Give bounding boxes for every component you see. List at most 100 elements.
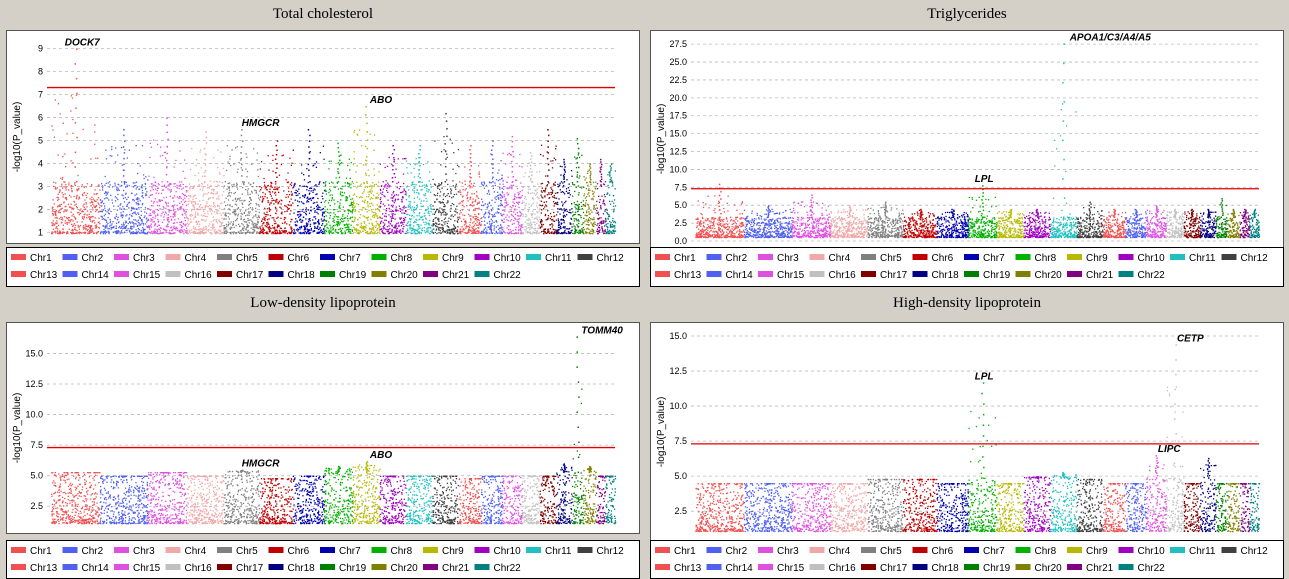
legend-label: Chr1	[30, 546, 52, 557]
ldl-panel: Low-density lipoprotein 2.5 5.0 7.5 10.0 12.…	[5, 292, 641, 579]
legend-swatch	[268, 564, 284, 570]
chr-points-chr7	[936, 208, 970, 239]
y-tick-label: 8	[38, 66, 43, 76]
legend-label: Chr7	[339, 253, 361, 264]
legend-swatch	[706, 254, 722, 260]
legend-swatch	[114, 547, 129, 553]
y-axis-label: -log10(P_value)	[12, 102, 23, 173]
chr-points-chr2	[743, 205, 793, 239]
legend-label: Chr15	[777, 270, 805, 281]
y-tick-label: 15.0	[669, 129, 687, 139]
chr-points-chr2	[99, 129, 149, 235]
legend-label: Chr14	[726, 563, 754, 574]
chr-points-chr7	[292, 129, 326, 235]
legend-swatch	[809, 547, 825, 553]
chr-points-chr12	[432, 112, 460, 235]
chr-points-chr13	[458, 478, 482, 525]
y-tick-label: 15.0	[669, 331, 687, 341]
y-tick-label: 15.0	[25, 348, 43, 358]
chr-points-chr18	[556, 463, 573, 525]
legend-label: Chr15	[777, 563, 805, 574]
legend-swatch	[1015, 254, 1031, 260]
legend-swatch	[1067, 564, 1082, 570]
legend-swatch	[474, 254, 490, 260]
chr-points-chr1	[51, 48, 101, 235]
legend-label: Chr18	[288, 563, 316, 574]
legend-label: Chr19	[983, 270, 1011, 281]
chr-points-chr5	[867, 478, 905, 533]
legend-swatch	[320, 254, 335, 260]
legend-swatch	[474, 547, 490, 553]
legend-label: Chr21	[442, 270, 470, 281]
legend-swatch	[758, 271, 773, 277]
plot-area: 1 2 3 4 5 6 7 8 9 -log10(P_value) DOCK7 HMGCR ABO	[6, 30, 640, 244]
y-tick-label: 9	[38, 43, 43, 53]
legend-label: Chr2	[726, 546, 748, 557]
y-tick-label: 4	[38, 158, 43, 168]
gene-annotation: ABO	[369, 450, 392, 461]
chr-points-chr22	[1249, 483, 1261, 533]
legend-label: Chr13	[30, 563, 58, 574]
chr-points-chr19	[1215, 483, 1229, 533]
legend-label: Chr20	[391, 563, 419, 574]
chr-points-chr21	[1239, 483, 1251, 533]
legend-label: Chr12	[597, 546, 625, 557]
y-tick-label: 3	[38, 181, 43, 191]
chr-points-chr11	[405, 475, 434, 525]
chr-points-chr2	[743, 483, 793, 533]
legend-swatch	[320, 547, 335, 553]
legend-label: Chr21	[1086, 270, 1114, 281]
chr-points-chr10	[1023, 208, 1052, 239]
legend-label: Chr11	[1189, 253, 1216, 264]
y-tick-label: 10.0	[669, 164, 687, 174]
legend-swatch	[861, 254, 876, 260]
chr-points-chr6	[903, 208, 938, 239]
legend-swatch	[1067, 271, 1082, 277]
legend-label: Chr11	[545, 253, 572, 264]
chr-points-chr12	[1076, 201, 1104, 239]
legend-label: Chr16	[829, 563, 857, 574]
legend-label: Chr11	[1189, 546, 1216, 557]
legend-label: Chr13	[674, 270, 702, 281]
plot-area: 0.0 2.5 5.0 7.5 10.0 12.5 15.0 17.5 20.0 22.5 25.0…	[650, 30, 1284, 248]
chr-points-chr17	[539, 129, 558, 235]
y-axis-label: -log10(P_value)	[656, 397, 667, 468]
manhattan-plot-hdl: 2.5 5.0 7.5 10.0 12.5 15.0 -log10(P_value) CETP…	[656, 331, 1261, 533]
legend-swatch	[423, 254, 438, 260]
y-tick-label: 2.5	[674, 506, 687, 516]
legend-swatch	[11, 271, 26, 277]
y-tick-label: 6	[38, 112, 43, 122]
chr-points-chr20	[583, 465, 597, 525]
chr-points-chr5	[867, 201, 905, 239]
legend-label: Chr5	[236, 253, 258, 264]
legend-svg: Chr1 Chr2 Chr3 Chr4 Chr5 Chr6 Chr7 Chr8 Chr9 Chr1…	[11, 253, 625, 281]
legend-swatch	[423, 271, 438, 277]
legend-label: Chr22	[1138, 270, 1166, 281]
legend-label: Chr5	[880, 546, 902, 557]
chr-points-chr8	[967, 382, 998, 533]
legend-swatch	[217, 271, 232, 277]
y-tick-label: 25.0	[669, 57, 687, 67]
y-axis-label: -log10(P_value)	[656, 104, 667, 175]
chart-title: Total cholesterol	[5, 6, 641, 23]
legend-swatch	[1067, 547, 1082, 553]
legend-swatch	[1221, 254, 1237, 260]
y-tick-label: 2.5	[674, 218, 687, 228]
chr-points-chr4	[186, 475, 225, 525]
y-tick-label: 7.5	[674, 182, 687, 192]
legend: Chr1 Chr2 Chr3 Chr4 Chr5 Chr6 Chr7 Chr8 Chr9 Chr1…	[6, 247, 640, 287]
legend-label: Chr7	[983, 253, 1005, 264]
chr-points-chr1	[51, 472, 101, 525]
legend-label: Chr12	[597, 253, 625, 264]
chr-points-chr11	[405, 145, 434, 235]
legend-label: Chr5	[880, 253, 902, 264]
chr-points-chr13	[1102, 483, 1126, 533]
legend-label: Chr9	[442, 253, 464, 264]
chart-title: Low-density lipoprotein	[5, 295, 641, 312]
legend-swatch	[371, 254, 387, 260]
legend-label: Chr11	[545, 546, 572, 557]
chr-points-chr14	[480, 140, 504, 235]
chr-points-chr14	[1124, 483, 1148, 533]
legend-label: Chr21	[1086, 563, 1114, 574]
manhattan-plot-triglycerides: 0.0 2.5 5.0 7.5 10.0 12.5 15.0 17.5 20.0 22.5 25.0…	[656, 32, 1261, 246]
